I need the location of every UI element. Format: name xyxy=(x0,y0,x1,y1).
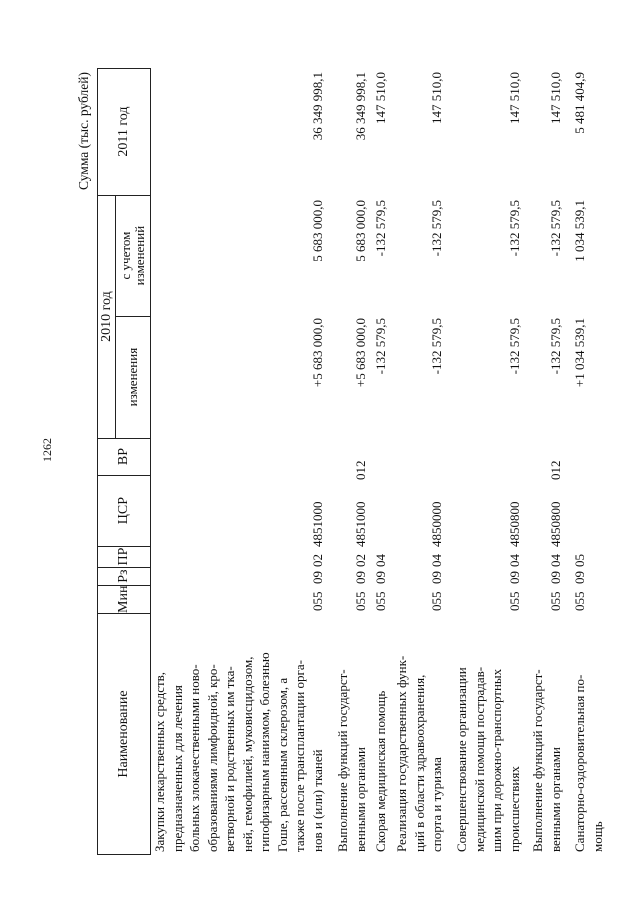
row-name: Выполнение функций государст-венными орг… xyxy=(334,612,369,852)
cell-min: 055 xyxy=(352,591,368,612)
header-pr: ПР xyxy=(97,546,151,568)
cell-changes: +5 683 000,0 xyxy=(309,318,325,388)
header-min: Мин xyxy=(97,585,151,614)
cell-with-changes: 5 683 000,0 xyxy=(352,200,368,262)
row-name-line: Выполнение функций государст- xyxy=(335,669,350,852)
row-name-line: образованиями лимфоидной, кро- xyxy=(204,664,220,852)
row-name-line: Гоше, рассеянным склерозом, а xyxy=(274,677,290,852)
cell-pr: 02 xyxy=(309,554,325,567)
header-name: Наименование xyxy=(97,613,151,855)
row-name-line: венными органами xyxy=(547,747,563,852)
cell-rz: 09 xyxy=(373,571,388,584)
row-name: Санаторно-оздоровительная по-мощь xyxy=(571,612,606,852)
cell-pr: 05 xyxy=(572,554,587,567)
cell-min: 055 xyxy=(547,591,563,612)
cell-min: 055 xyxy=(373,591,388,612)
table-header: Наименование Мин Рз ПР ЦСР ВР 2010 год 2… xyxy=(97,68,151,855)
row-name-line: мощь xyxy=(589,821,605,852)
cell-rz: 09 xyxy=(572,571,587,584)
row-name-line: спорта и туризма xyxy=(429,757,444,852)
cell-pr: 04 xyxy=(506,554,522,567)
cell-min: 055 xyxy=(309,591,325,612)
cell-rz: 09 xyxy=(309,571,325,584)
row-name-line: медицинской помощи пострадав- xyxy=(471,666,487,852)
header-changes: изменения xyxy=(115,316,151,439)
cell-changes: +5 683 000,0 xyxy=(352,318,368,388)
header-vr: ВР xyxy=(97,438,151,476)
cell-rz: 09 xyxy=(506,571,522,584)
cell-y2011: 5 481 404,9 xyxy=(572,72,587,134)
cell-changes: +1 034 539,1 xyxy=(572,318,587,388)
cell-min: 055 xyxy=(429,591,444,612)
row-name-line: нов и (или) тканей xyxy=(309,749,325,852)
cell-pr: 02 xyxy=(352,554,368,567)
cell-rz: 09 xyxy=(547,571,563,584)
header-with-changes: с учетом изменений xyxy=(115,195,151,317)
cell-y2011: 36 349 998,1 xyxy=(309,72,325,141)
row-name-line: венными органами xyxy=(352,747,368,852)
row-name-line: происшествиях xyxy=(506,766,522,852)
cell-y2011: 147 510,0 xyxy=(373,72,388,124)
header-year-2010: 2010 год xyxy=(97,195,116,439)
cell-vr: 012 xyxy=(547,460,563,481)
header-csr: ЦСР xyxy=(97,475,151,547)
cell-csr: 4850800 xyxy=(547,501,563,548)
row-name-line: Выполнение функций государст- xyxy=(530,669,545,852)
row-name-line: также после трансплантации орга- xyxy=(292,660,307,852)
cell-y2011: 147 510,0 xyxy=(429,72,444,124)
cell-pr: 04 xyxy=(429,554,444,567)
cell-with-changes: 5 683 000,0 xyxy=(309,200,325,262)
cell-changes: -132 579,5 xyxy=(373,318,388,375)
header-rz: Рз xyxy=(97,567,151,586)
cell-y2011: 147 510,0 xyxy=(547,72,563,124)
cell-with-changes: -132 579,5 xyxy=(373,200,388,257)
cell-csr: 4851000 xyxy=(352,501,368,548)
cell-min: 055 xyxy=(572,591,587,612)
cell-changes: -132 579,5 xyxy=(506,318,522,375)
row-name-line: гипофизарным нанизмом, болезнью xyxy=(257,652,272,852)
row-name-line: больных злокачественными ново- xyxy=(187,664,202,852)
row-name: Закупки лекарственных средств, предназнач… xyxy=(151,612,326,852)
row-name-line: Реализация государственных функ- xyxy=(394,655,409,852)
cell-csr: 4851000 xyxy=(309,501,325,548)
row-name-line: Санаторно-оздоровительная по- xyxy=(572,674,587,852)
cell-min: 055 xyxy=(506,591,522,612)
cell-with-changes: -132 579,5 xyxy=(506,200,522,257)
header-year-2011: 2011 год xyxy=(97,68,151,196)
cell-with-changes: 1 034 539,1 xyxy=(572,200,587,262)
cell-rz: 09 xyxy=(352,571,368,584)
cell-changes: -132 579,5 xyxy=(547,318,563,375)
cell-pr: 04 xyxy=(373,554,388,567)
cell-vr: 012 xyxy=(352,460,368,481)
cell-y2011: 147 510,0 xyxy=(506,72,522,124)
units-label: Сумма (тыс. рублей) xyxy=(76,72,91,190)
row-name-line: предназначенных для лечения xyxy=(169,685,185,852)
cell-changes: -132 579,5 xyxy=(429,318,444,375)
row-name-line: Закупки лекарственных средств, xyxy=(152,671,167,852)
row-name: Реализация государственных функ-ций в об… xyxy=(393,612,446,852)
row-name-line: ветворной и родственных им тка- xyxy=(222,666,237,852)
row-name-line: ций в области здравоохранения, xyxy=(411,674,427,852)
row-name: Скорая медицинская помощь xyxy=(372,612,390,852)
cell-with-changes: -132 579,5 xyxy=(547,200,563,257)
row-name: Выполнение функций государст-венными орг… xyxy=(529,612,564,852)
page-number: 1262 xyxy=(40,438,54,462)
row-name-line: Совершенствование организации xyxy=(454,667,469,852)
row-name-line: шим при дорожно-транспортных xyxy=(489,668,504,852)
cell-csr: 4850800 xyxy=(506,501,522,548)
cell-with-changes: -132 579,5 xyxy=(429,200,444,257)
row-name-line: ней, гемофилией, муковисцидозом, xyxy=(239,656,255,852)
cell-y2011: 36 349 998,1 xyxy=(352,72,368,141)
row-name-line: Скорая медицинская помощь xyxy=(373,690,388,852)
row-name: Совершенствование организации медицинской… xyxy=(453,612,523,852)
cell-csr: 4850000 xyxy=(429,501,444,548)
cell-pr: 04 xyxy=(547,554,563,567)
cell-rz: 09 xyxy=(429,571,444,584)
